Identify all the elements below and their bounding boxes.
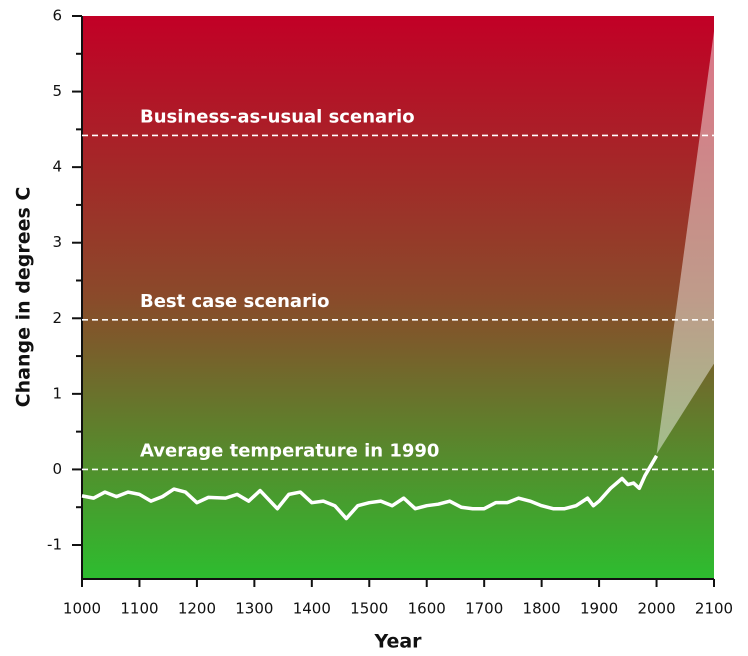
y-tick-label: 6	[52, 7, 62, 25]
x-tick-label: 1000	[63, 600, 101, 618]
y-tick-label: -1	[47, 535, 62, 553]
x-tick-label: 1100	[120, 600, 158, 618]
annotation: Best case scenario	[140, 291, 329, 312]
temperature-line	[81, 454, 659, 521]
x-tick-label: 1400	[293, 600, 331, 618]
x-tick-label: 1300	[235, 600, 273, 618]
x-tick-label: 1700	[465, 600, 503, 618]
x-tick-label: 1900	[580, 600, 618, 618]
y-axis-title: Change in degrees C	[13, 187, 35, 408]
y-tick-label: 2	[52, 309, 62, 327]
y-tick-label: 1	[52, 384, 62, 402]
x-tick-label: 1800	[523, 600, 561, 618]
y-tick-label: 0	[52, 460, 62, 478]
x-tick-label: 1600	[408, 600, 446, 618]
y-tick-label: 4	[52, 158, 62, 176]
projection-band	[656, 31, 714, 455]
x-tick-label: 2000	[637, 600, 675, 618]
x-axis-title: Year	[373, 631, 422, 653]
y-tick-label: 3	[52, 233, 62, 251]
x-tick-label: 1500	[350, 600, 388, 618]
x-tick-label: 1200	[178, 600, 216, 618]
x-tick-label: 2100	[695, 600, 733, 618]
plot-background	[82, 16, 714, 579]
annotation: Business-as-usual scenario	[140, 106, 415, 127]
y-tick-label: 5	[52, 82, 62, 100]
annotation: Average temperature in 1990	[140, 440, 439, 461]
